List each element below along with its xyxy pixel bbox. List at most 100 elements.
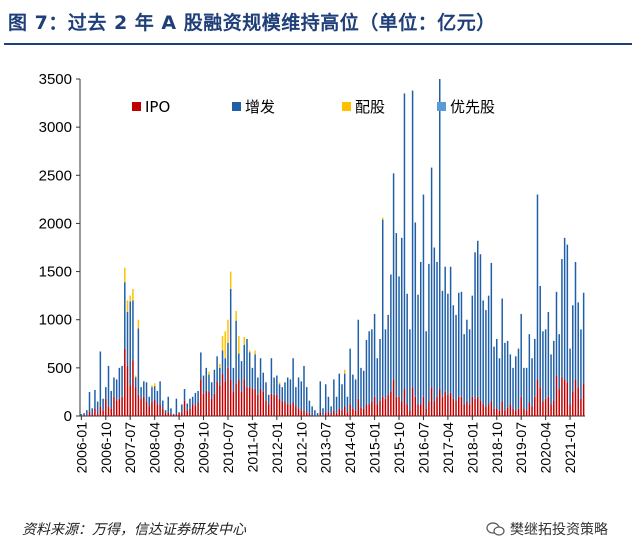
bar-ipo (333, 410, 335, 416)
x-tick-label: 2006-10 (98, 422, 114, 474)
bar-zengfa (360, 367, 362, 408)
bar-ipo (243, 379, 246, 416)
bar-zengfa (436, 261, 438, 397)
bar-ipo (191, 404, 194, 416)
x-tick-label: 2007-07 (122, 422, 138, 474)
bar-zengfa (555, 291, 558, 376)
bar-ipo (186, 410, 188, 416)
y-tick-label: 3000 (39, 119, 72, 136)
bar-ipo (137, 394, 140, 416)
legend-swatch (232, 102, 241, 111)
bar-zengfa (178, 412, 180, 414)
bar-zengfa (563, 237, 566, 380)
bar-ipo (520, 396, 522, 416)
bar-zengfa (506, 340, 509, 408)
bar-ipo (357, 398, 360, 416)
bar-zengfa (438, 79, 441, 390)
legend-label: 配股 (355, 98, 385, 116)
y-tick-label: 2500 (39, 167, 72, 184)
bar-peigu (227, 319, 229, 343)
bar-zengfa (482, 300, 484, 405)
bar-zengfa (189, 398, 191, 409)
bar-zengfa (444, 266, 446, 392)
bar-zengfa (504, 342, 506, 411)
bar-ipo (479, 400, 482, 416)
bar-zengfa (94, 390, 96, 409)
bar-ipo (208, 391, 210, 416)
bar-ipo (433, 401, 436, 416)
bar-peigu (137, 319, 140, 329)
bar-ipo (580, 398, 582, 416)
bar-zengfa (118, 367, 121, 399)
bar-ipo (474, 398, 476, 416)
bar-ipo (159, 404, 161, 416)
bar-zengfa (398, 276, 400, 397)
bar-ipo (460, 396, 463, 416)
bar-zengfa (145, 382, 148, 402)
bar-ipo (569, 404, 571, 416)
bar-ipo (403, 389, 406, 416)
bar-zengfa (381, 219, 384, 397)
bar-ipo (544, 398, 547, 416)
bar-peigu (124, 267, 126, 283)
y-tick-label: 500 (47, 360, 72, 377)
bar-zengfa (371, 329, 373, 402)
bar-ipo (409, 410, 411, 416)
bar-peigu (278, 382, 281, 385)
bar-peigu (229, 271, 232, 289)
y-tick-label: 3500 (39, 71, 72, 88)
bar-ipo (148, 406, 150, 416)
bar-ipo (572, 391, 574, 416)
bar-ipo (162, 408, 164, 416)
bar-zengfa (297, 377, 300, 409)
bar-zengfa (316, 413, 319, 416)
bar-zengfa (300, 381, 303, 411)
bar-zengfa (278, 384, 281, 399)
bar-zengfa (428, 263, 430, 402)
wechat-icon (486, 522, 505, 536)
bar-peigu (248, 350, 251, 353)
bar-zengfa (305, 387, 308, 413)
bar-ipo (167, 412, 169, 416)
bar-ipo (270, 393, 273, 416)
bar-ipo (468, 404, 471, 416)
bar-peigu (126, 300, 129, 313)
bar-ipo (221, 373, 224, 416)
bar-peigu (381, 217, 384, 220)
bar-ipo (145, 401, 148, 416)
bar-zengfa (422, 194, 425, 397)
bar-zengfa (354, 379, 357, 411)
bar-zengfa (458, 292, 460, 397)
bar-zengfa (132, 300, 134, 361)
bar-zengfa (96, 401, 99, 415)
bar-zengfa (107, 365, 110, 407)
bar-ipo (411, 387, 414, 416)
bar-zengfa (455, 314, 457, 401)
title-divider (4, 43, 632, 45)
x-tick-label: 2012-10 (293, 422, 309, 474)
bar-zengfa (341, 384, 343, 411)
bar-ipo (430, 387, 433, 416)
bar-zengfa (156, 390, 159, 405)
bar-zengfa (547, 312, 550, 397)
bar-ipo (574, 379, 577, 416)
bar-ipo (490, 401, 493, 416)
bar-ipo (517, 408, 520, 416)
bar-ipo (219, 385, 221, 416)
x-tick-label: 2012-01 (269, 422, 285, 474)
bar-zengfa (390, 274, 392, 392)
bar-ipo (303, 410, 305, 416)
bar-zengfa (213, 369, 216, 394)
bar-ipo (129, 385, 131, 416)
bar-zengfa (216, 356, 218, 382)
bar-zengfa (273, 377, 275, 395)
bar-zengfa (368, 331, 370, 405)
bar-ipo (352, 408, 354, 416)
bar-zengfa (235, 320, 237, 384)
bar-zengfa (172, 414, 175, 416)
bar-peigu (219, 364, 221, 368)
bar-zengfa (447, 293, 449, 395)
bar-ipo (132, 360, 134, 416)
bar-ipo (452, 398, 455, 416)
bar-zengfa (322, 408, 324, 416)
